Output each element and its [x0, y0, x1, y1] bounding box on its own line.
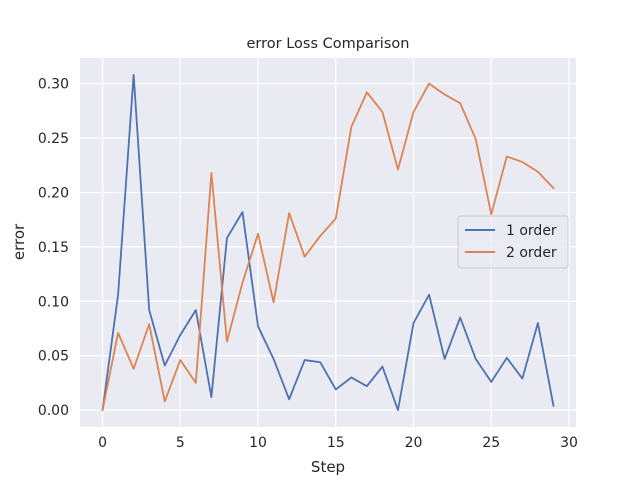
data-point	[366, 91, 368, 93]
data-point	[164, 401, 166, 403]
x-tick-label: 15	[327, 435, 345, 451]
data-point	[273, 358, 275, 360]
y-tick-label: 0.00	[38, 403, 69, 419]
data-point	[179, 359, 181, 361]
data-point	[335, 218, 337, 220]
data-point	[397, 169, 399, 171]
data-point	[413, 111, 415, 113]
data-point	[490, 213, 492, 215]
data-point	[366, 385, 368, 387]
data-point	[257, 233, 259, 235]
data-point	[475, 358, 477, 360]
data-point	[382, 366, 384, 368]
data-point	[335, 389, 337, 391]
data-point	[210, 172, 212, 174]
data-point	[350, 126, 352, 128]
data-point	[506, 357, 508, 359]
y-tick-label: 0.10	[38, 294, 69, 310]
data-point	[413, 322, 415, 324]
y-tick-label: 0.30	[38, 77, 69, 93]
data-point	[179, 334, 181, 336]
y-tick-labels: 0.00 0.05 0.10 0.15 0.20 0.25 0.30	[38, 77, 69, 420]
data-point	[506, 156, 508, 158]
legend: 1 order 2 order	[457, 215, 569, 269]
data-point	[397, 409, 399, 411]
x-tick-label: 30	[560, 435, 578, 451]
data-point	[444, 94, 446, 96]
data-point	[553, 405, 555, 407]
data-point	[521, 378, 523, 380]
data-point	[521, 161, 523, 163]
x-tick-labels: 0 5 10 15 20 25 30	[98, 435, 578, 451]
x-tick-label: 0	[98, 435, 107, 451]
data-point	[148, 323, 150, 325]
data-point	[428, 83, 430, 85]
data-point	[553, 187, 555, 189]
data-point	[350, 377, 352, 379]
data-point	[195, 382, 197, 384]
data-point	[226, 237, 228, 239]
data-point	[475, 138, 477, 140]
data-point	[242, 211, 244, 213]
data-point	[117, 332, 119, 334]
data-point	[444, 358, 446, 360]
data-point	[490, 381, 492, 383]
data-point	[537, 322, 539, 324]
data-point	[133, 74, 135, 76]
series-line-1-order	[101, 73, 555, 412]
data-point	[273, 301, 275, 303]
data-point	[257, 325, 259, 327]
y-tick-label: 0.05	[38, 349, 69, 365]
y-tick-label: 0.15	[38, 240, 69, 256]
x-tick-label: 20	[405, 435, 423, 451]
data-point	[319, 235, 321, 237]
data-point	[242, 282, 244, 284]
data-point	[288, 398, 290, 400]
data-point	[459, 102, 461, 104]
data-point	[195, 309, 197, 311]
y-axis-label: error	[10, 223, 28, 260]
data-point	[102, 409, 104, 411]
x-tick-label: 5	[176, 435, 185, 451]
data-point	[226, 341, 228, 343]
data-point	[148, 309, 150, 311]
chart-title: error Loss Comparison	[247, 36, 410, 52]
series-lines	[101, 73, 555, 412]
data-point	[288, 212, 290, 214]
data-point	[459, 317, 461, 319]
data-point	[382, 111, 384, 113]
data-point	[428, 294, 430, 296]
y-tick-label: 0.25	[38, 131, 69, 147]
data-point	[210, 396, 212, 398]
data-point	[304, 256, 306, 258]
data-point	[304, 359, 306, 361]
data-point	[117, 294, 119, 296]
data-point	[133, 368, 135, 370]
legend-label-2-order: 2 order	[506, 245, 557, 261]
x-tick-label: 25	[482, 435, 500, 451]
legend-label-1-order: 1 order	[506, 223, 557, 239]
data-point	[319, 361, 321, 363]
data-point	[164, 365, 166, 367]
x-axis-label: Step	[311, 458, 345, 476]
data-point	[537, 171, 539, 173]
series-line-2-order	[101, 82, 555, 412]
x-tick-label: 10	[249, 435, 267, 451]
y-tick-label: 0.20	[38, 185, 69, 201]
